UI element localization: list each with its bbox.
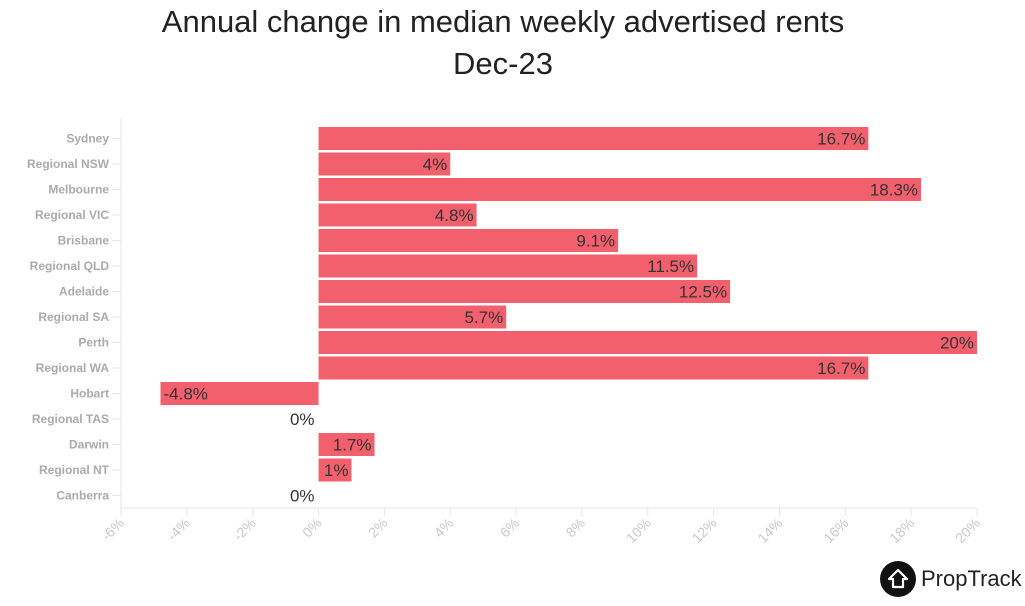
bar: [318, 229, 619, 252]
category-label: Adelaide: [59, 285, 109, 299]
bar: [318, 433, 375, 456]
bar: [318, 127, 869, 150]
data-label: 0%: [290, 487, 315, 506]
brand-name: PropTrack: [921, 566, 1022, 591]
bar: [318, 203, 477, 227]
data-label: 0%: [290, 410, 315, 429]
data-label: 11.5%: [647, 257, 694, 276]
category-label: Regional VIC: [35, 208, 109, 222]
category-label: Regional SA: [38, 310, 109, 324]
bar: [318, 254, 698, 278]
x-tick-label: 20%: [952, 515, 983, 546]
x-tick-label: -2%: [230, 515, 259, 544]
bar: [318, 356, 869, 380]
x-tick-label: 2%: [365, 515, 391, 541]
x-tick-label: -6%: [98, 515, 127, 544]
data-label: 4%: [423, 155, 448, 174]
x-tick-label: 16%: [820, 515, 851, 546]
data-label: 12.5%: [679, 283, 727, 302]
data-label: 4.8%: [435, 206, 474, 225]
house-icon: [880, 561, 916, 597]
category-label: Regional NT: [39, 463, 110, 477]
data-label: 1.7%: [333, 436, 372, 455]
category-label: Regional QLD: [30, 259, 110, 273]
category-label: Regional WA: [36, 361, 110, 375]
bar: [318, 280, 731, 303]
x-tick-label: 14%: [754, 515, 785, 546]
category-label: Perth: [78, 336, 109, 350]
bar: [318, 305, 507, 329]
category-label: Darwin: [69, 438, 109, 452]
category-label: Hobart: [70, 387, 109, 401]
bar: [318, 152, 451, 176]
bar: [318, 331, 977, 354]
data-label: 1%: [324, 461, 349, 480]
bar: [318, 178, 922, 201]
data-label: -4.8%: [164, 385, 208, 404]
data-label: 9.1%: [576, 232, 615, 251]
data-label: 16.7%: [817, 359, 865, 378]
category-label: Sydney: [66, 132, 109, 146]
data-label: 16.7%: [817, 130, 865, 149]
data-label: 18.3%: [870, 181, 918, 200]
x-tick-label: 6%: [497, 515, 523, 541]
x-tick-label: 4%: [431, 515, 457, 541]
category-label: Canberra: [56, 489, 109, 503]
chart-subtitle: Dec-23: [453, 46, 553, 81]
x-tick-label: 18%: [886, 515, 917, 546]
chart-title: Annual change in median weekly advertise…: [161, 4, 845, 39]
data-label: 20%: [940, 334, 974, 353]
x-tick-label: 0%: [299, 515, 325, 541]
category-label: Brisbane: [58, 234, 110, 248]
x-tick-label: -4%: [164, 515, 193, 544]
data-label: 5.7%: [464, 308, 503, 327]
proptrack-logo: PropTrack: [880, 561, 1022, 597]
category-label: Regional NSW: [27, 157, 110, 171]
x-tick-label: 8%: [562, 515, 588, 541]
category-label: Melbourne: [48, 183, 109, 197]
category-label: Regional TAS: [32, 412, 109, 426]
x-tick-label: 10%: [623, 515, 654, 546]
x-tick-label: 12%: [689, 515, 720, 546]
bar: [160, 382, 319, 405]
bar: [318, 458, 352, 482]
